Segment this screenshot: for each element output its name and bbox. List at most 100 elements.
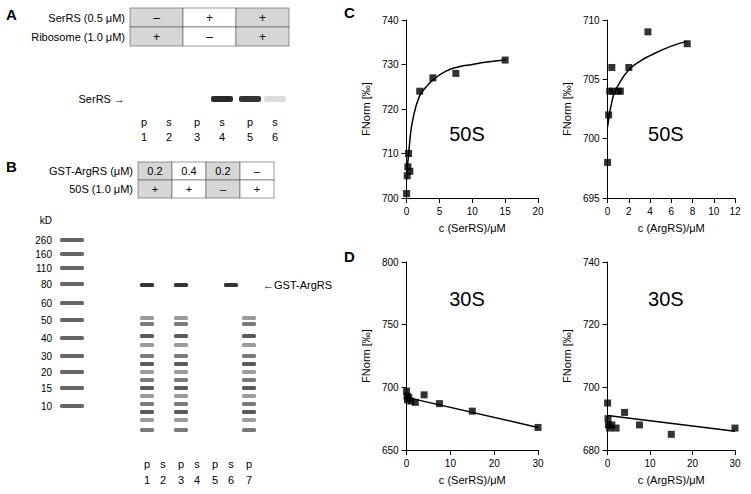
svg-text:6: 6 (228, 474, 234, 486)
svg-text:30: 30 (729, 458, 741, 469)
svg-text:–: – (153, 11, 160, 25)
svg-text:260: 260 (35, 235, 52, 246)
svg-text:50: 50 (41, 315, 53, 326)
svg-text:10: 10 (41, 401, 53, 412)
svg-text:+: + (259, 11, 266, 25)
svg-text:+: + (254, 183, 260, 195)
svg-text:700: 700 (583, 133, 600, 144)
svg-text:80: 80 (41, 279, 53, 290)
svg-text:0: 0 (404, 458, 410, 469)
svg-text:20: 20 (687, 458, 699, 469)
svg-text:700: 700 (583, 382, 600, 393)
svg-text:s: s (272, 116, 278, 128)
svg-text:0: 0 (404, 206, 410, 217)
svg-text:A: A (6, 6, 17, 23)
svg-text:710: 710 (382, 148, 399, 159)
svg-text:740: 740 (583, 257, 600, 268)
svg-text:+: + (206, 11, 213, 25)
svg-text:p: p (141, 116, 147, 128)
svg-text:0: 0 (605, 458, 611, 469)
svg-text:0.2: 0.2 (147, 165, 162, 177)
svg-text:1: 1 (144, 474, 150, 486)
svg-text:GST-ArgRS (μM): GST-ArgRS (μM) (49, 165, 133, 177)
svg-text:720: 720 (583, 319, 600, 330)
svg-text:kD: kD (40, 215, 52, 226)
svg-text:FNorm [‰]: FNorm [‰] (360, 329, 372, 383)
svg-text:20: 20 (41, 367, 53, 378)
svg-text:2: 2 (166, 131, 172, 143)
svg-text:c (SerRS)/μM: c (SerRS)/μM (439, 474, 506, 486)
svg-text:p: p (247, 116, 253, 128)
svg-text:700: 700 (382, 193, 399, 204)
svg-text:60: 60 (41, 298, 53, 309)
svg-text:p: p (194, 116, 200, 128)
svg-text:0.4: 0.4 (181, 165, 196, 177)
svg-text:30S: 30S (449, 288, 485, 310)
svg-text:5: 5 (212, 474, 218, 486)
svg-text:p: p (178, 458, 184, 470)
svg-text:+: + (152, 183, 158, 195)
svg-text:705: 705 (583, 74, 600, 85)
svg-text:50S (1.0 μM): 50S (1.0 μM) (69, 183, 133, 195)
svg-text:12: 12 (729, 206, 741, 217)
svg-text:650: 650 (382, 445, 399, 456)
svg-text:0.2: 0.2 (215, 165, 230, 177)
svg-text:s: s (194, 458, 200, 470)
svg-text:c (SerRS)/μM: c (SerRS)/μM (439, 222, 506, 234)
svg-text:s: s (228, 458, 234, 470)
svg-text:–: – (254, 165, 261, 177)
svg-text:+: + (186, 183, 192, 195)
svg-text:2: 2 (160, 474, 166, 486)
svg-text:p: p (246, 458, 252, 470)
svg-text:15: 15 (500, 206, 512, 217)
svg-text:720: 720 (382, 104, 399, 115)
svg-text:–: – (206, 30, 213, 44)
svg-text:8: 8 (690, 206, 696, 217)
svg-text:680: 680 (583, 445, 600, 456)
svg-text:7: 7 (246, 474, 252, 486)
svg-text:p: p (212, 458, 218, 470)
svg-text:FNorm [‰]: FNorm [‰] (561, 329, 573, 383)
svg-text:4: 4 (194, 474, 200, 486)
svg-text:+: + (153, 30, 160, 44)
svg-text:10: 10 (644, 458, 656, 469)
svg-text:750: 750 (382, 319, 399, 330)
svg-text:s: s (219, 116, 225, 128)
svg-text:SerRS →: SerRS → (79, 93, 125, 105)
svg-text:5: 5 (437, 206, 443, 217)
svg-text:800: 800 (382, 257, 399, 268)
svg-text:30S: 30S (648, 288, 684, 310)
svg-text:50S: 50S (449, 123, 485, 145)
svg-text:740: 740 (382, 15, 399, 26)
svg-text:FNorm [‰]: FNorm [‰] (360, 82, 372, 136)
svg-text:15: 15 (41, 383, 53, 394)
svg-text:s: s (160, 458, 166, 470)
svg-text:SerRS (0.5 μM): SerRS (0.5 μM) (48, 12, 125, 24)
svg-text:c (ArgRS)/μM: c (ArgRS)/μM (638, 222, 705, 234)
svg-text:6: 6 (669, 206, 675, 217)
svg-text:3: 3 (194, 131, 200, 143)
svg-text:50S: 50S (648, 123, 684, 145)
svg-text:3: 3 (178, 474, 184, 486)
svg-text:695: 695 (583, 193, 600, 204)
svg-text:D: D (344, 248, 355, 265)
svg-text:–: – (220, 183, 227, 195)
svg-text:←GST-ArgRS: ←GST-ArgRS (263, 279, 332, 291)
svg-text:C: C (344, 4, 355, 21)
svg-text:1: 1 (141, 131, 147, 143)
svg-text:110: 110 (36, 263, 52, 274)
svg-text:0: 0 (605, 206, 611, 217)
svg-text:c (ArgRS)/μM: c (ArgRS)/μM (638, 474, 705, 486)
svg-text:B: B (6, 158, 17, 175)
svg-text:FNorm [‰]: FNorm [‰] (561, 82, 573, 136)
svg-text:160: 160 (35, 249, 52, 260)
svg-text:Ribosome (1.0 μM): Ribosome (1.0 μM) (31, 31, 125, 43)
svg-text:p: p (144, 458, 150, 470)
svg-text:30: 30 (41, 351, 53, 362)
svg-text:4: 4 (219, 131, 225, 143)
svg-text:730: 730 (382, 59, 399, 70)
svg-text:20: 20 (532, 206, 544, 217)
svg-text:s: s (166, 116, 172, 128)
svg-text:710: 710 (583, 15, 600, 26)
svg-text:10: 10 (445, 458, 457, 469)
